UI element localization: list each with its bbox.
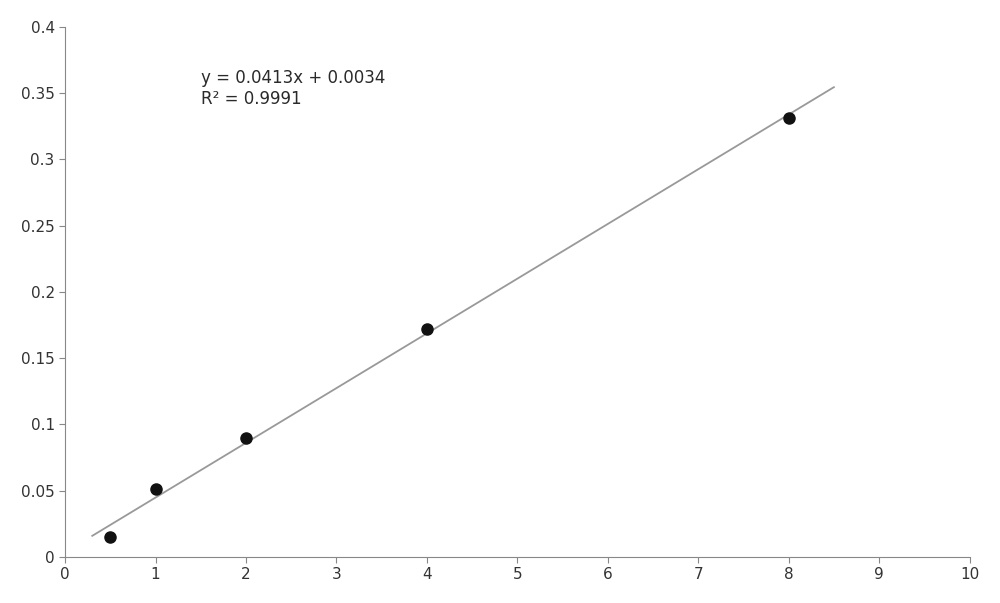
Point (148, 484, 164, 494)
Point (238, 433, 254, 443)
Point (781, 113, 797, 123)
Point (102, 532, 118, 541)
Point (419, 324, 435, 333)
Text: y = 0.0413x + 0.0034
R² = 0.9991: y = 0.0413x + 0.0034 R² = 0.9991 (201, 69, 385, 108)
